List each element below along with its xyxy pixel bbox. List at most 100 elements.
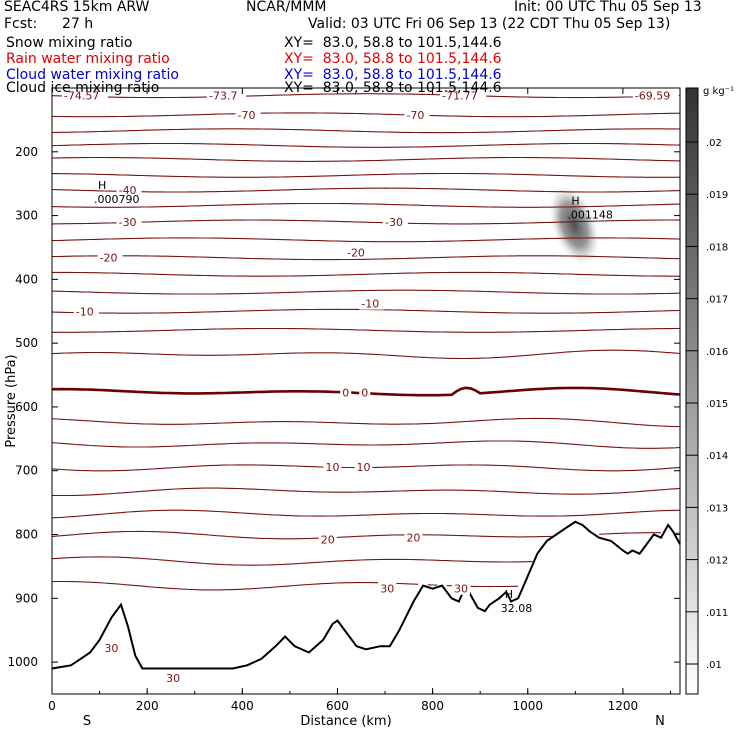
x-tick-label: 600 — [326, 699, 349, 713]
high-value: .000790 — [94, 193, 140, 206]
field-xy-cloud-water: XY= 83.0, 58.8 to 101.5,144.6 — [284, 67, 502, 83]
isotherm-label: 0 — [361, 386, 368, 399]
x-tick-label: 1200 — [608, 699, 639, 713]
isotherm-line — [51, 349, 681, 360]
high-marker: H — [505, 588, 513, 601]
axes: 0 200 400 600 800 1000 12002003004005006007008… — [4, 87, 681, 729]
isotherm-line — [52, 327, 680, 333]
field-xy-snow: XY= 83.0, 58.8 to 101.5,144.6 — [284, 35, 502, 51]
isotherm-label-bg — [323, 459, 342, 473]
isotherm-line — [52, 172, 681, 178]
y-tick-label: 200 — [15, 145, 38, 159]
isotherm-line — [51, 142, 681, 148]
colorbar-tick-label: .017 — [706, 295, 728, 306]
isotherm-label-bg — [164, 671, 183, 685]
isotherm-labels: -74.57 -73.7 -71.77 -69.59 -70 -70 -40 -30 -30 -2… — [61, 88, 679, 685]
isotherm-line — [51, 202, 681, 208]
isotherm-label: -10 — [361, 298, 379, 311]
colorbar-tick-label: .018 — [706, 242, 728, 253]
colorbar-tick-label: .012 — [706, 556, 728, 567]
isotherm-label: 30 — [380, 583, 394, 596]
y-tick-label: 600 — [15, 400, 38, 414]
isotherm-label: 10 — [356, 461, 370, 474]
isotherm-label-bg — [116, 183, 142, 197]
colorbar-tick-label: .016 — [706, 347, 728, 358]
colorbar-tick-label: .014 — [706, 451, 728, 462]
colorbar-ramp — [685, 87, 699, 695]
y-tick-label: 500 — [15, 336, 38, 350]
isotherm-label: -73.7 — [209, 90, 237, 103]
x-tick-label: 800 — [421, 699, 444, 713]
isotherm-label-bg — [632, 88, 679, 102]
field-name-cloud-water: Cloud water mixing ratio — [6, 67, 179, 83]
isotherm-label: -69.59 — [635, 90, 670, 103]
y-tick-label: 700 — [15, 464, 38, 478]
isotherm-line — [51, 580, 519, 591]
isotherm-line — [51, 187, 681, 193]
isotherm-label: -30 — [119, 216, 137, 229]
high-value: .001148 — [567, 208, 613, 221]
x-tick-label: 200 — [136, 699, 159, 713]
isotherm-line — [51, 289, 681, 295]
isotherm-line — [51, 530, 681, 540]
isotherm-label-bg — [207, 88, 246, 102]
cloud-ice-maximum — [549, 185, 600, 265]
isotherm-label: -70 — [238, 109, 256, 122]
terrain-surface — [51, 520, 681, 670]
isotherm-label: -70 — [406, 109, 424, 122]
isotherm-line — [51, 237, 681, 243]
isotherm-line — [51, 112, 681, 118]
field-xy-cloud-ice: XY= 83.0, 58.8 to 101.5,144.6 — [284, 80, 502, 96]
isotherm-label: -71.77 — [442, 90, 477, 103]
init-time: Init: 00 UTC Thu 05 Sep 13 — [514, 0, 702, 15]
isotherm-label-bg — [452, 581, 471, 595]
isotherm-line — [51, 417, 681, 428]
isotherm-label-bg — [404, 530, 423, 544]
isotherm-label-bg — [116, 214, 142, 228]
isotherm-label: 20 — [406, 532, 420, 545]
isotherm-label-bg — [318, 532, 337, 546]
isotherm-line — [51, 255, 681, 261]
colorbar-tick-label: .011 — [706, 608, 728, 619]
isotherm-line — [51, 156, 681, 162]
colorbar-tick-label: .01 — [706, 660, 722, 671]
north-label: N — [655, 714, 665, 729]
valid-time: Valid: 03 UTC Fri 06 Sep 13 (22 CDT Thu … — [308, 16, 671, 32]
isotherm-label: -74.57 — [64, 90, 99, 103]
field-xy-rain: XY= 83.0, 58.8 to 101.5,144.6 — [284, 51, 502, 67]
y-tick-label: 900 — [15, 591, 38, 605]
colorbar-tick-label: .019 — [706, 190, 728, 201]
isotherm-line — [51, 509, 680, 519]
isotherm-label: 30 — [166, 672, 180, 685]
isotherm-label-bg — [235, 107, 261, 121]
isotherm-label-bg — [102, 641, 121, 655]
isotherm-label-bg — [344, 245, 370, 259]
y-tick-label: 300 — [15, 209, 38, 223]
x-tick-label: 0 — [48, 699, 56, 713]
isotherm-label-bg — [440, 88, 487, 102]
model-name: SEAC4RS 15km ARW — [4, 0, 150, 15]
high-value: 32.08 — [501, 602, 533, 615]
isotherm-label-bg — [61, 88, 108, 102]
isotherm-line — [51, 440, 681, 449]
isotherm-label-bg — [404, 107, 430, 121]
isotherm-line — [51, 219, 680, 225]
y-tick-label: 1000 — [7, 655, 38, 669]
high-marker: H — [571, 194, 579, 207]
plot-frame — [51, 87, 681, 695]
isotherm-label-bg — [359, 296, 385, 310]
colorbar: .02 .019 .018 .017 .016 .015 .014 .013 .012 .011.… — [685, 86, 734, 695]
high-marker: H — [98, 179, 106, 192]
isotherm-line — [51, 556, 533, 566]
x-tick-label: 400 — [231, 699, 254, 713]
isotherm-label: 10 — [326, 461, 340, 474]
isotherm-label-bg — [73, 304, 99, 318]
x-tick-label: 1000 — [512, 699, 543, 713]
center-name: NCAR/MMM — [246, 0, 327, 15]
isotherm-label-bg — [383, 214, 409, 228]
isotherm-label: -40 — [119, 184, 137, 197]
colorbar-tick-label: .02 — [706, 138, 722, 149]
isotherm-label-bg — [359, 385, 371, 399]
forecast-label: Fcst: — [4, 16, 38, 32]
